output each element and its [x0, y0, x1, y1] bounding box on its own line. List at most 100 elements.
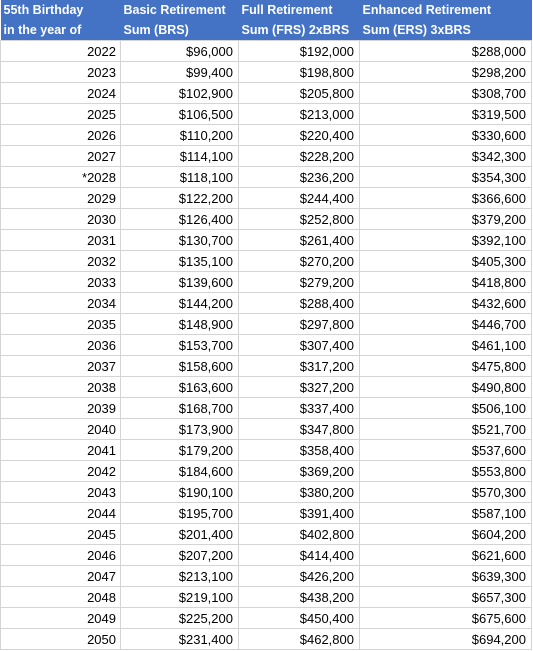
table-row: 2024 $102,900 $205,800 $308,700 — [0, 82, 532, 104]
cell-brs: $135,100 — [120, 250, 239, 272]
table-row: 2043 $190,100 $380,200 $570,300 — [0, 481, 532, 503]
cell-brs: $231,400 — [120, 628, 239, 650]
table-row: 2036 $153,700 $307,400 $461,100 — [0, 334, 532, 356]
cell-ers: $432,600 — [359, 292, 532, 314]
cell-frs: $205,800 — [238, 82, 360, 104]
cell-ers: $506,100 — [359, 397, 532, 419]
cell-frs: $297,800 — [238, 313, 360, 335]
cell-frs: $307,400 — [238, 334, 360, 356]
cell-ers: $366,600 — [359, 187, 532, 209]
cell-frs: $317,200 — [238, 355, 360, 377]
cell-birthday-year: 2029 — [0, 187, 121, 209]
cell-frs: $244,400 — [238, 187, 360, 209]
cell-frs: $192,000 — [238, 40, 360, 62]
cell-frs: $347,800 — [238, 418, 360, 440]
cell-birthday-year: 2036 — [0, 334, 121, 356]
cell-frs: $337,400 — [238, 397, 360, 419]
table-row: 2049 $225,200 $450,400 $675,600 — [0, 607, 532, 629]
cell-birthday-year: 2022 — [0, 40, 121, 62]
cell-frs: $438,200 — [238, 586, 360, 608]
cell-frs: $391,400 — [238, 502, 360, 524]
cell-brs: $190,100 — [120, 481, 239, 503]
cell-frs: $228,200 — [238, 145, 360, 167]
cell-ers: $379,200 — [359, 208, 532, 230]
cell-ers: $308,700 — [359, 82, 532, 104]
cell-frs: $279,200 — [238, 271, 360, 293]
cell-brs: $148,900 — [120, 313, 239, 335]
header-row-2: in the year of Sum (BRS) Sum (FRS) 2xBRS… — [0, 20, 532, 41]
table-body: 2022 $96,000 $192,000 $288,000 2023 $99,400 $1… — [0, 40, 532, 650]
cell-birthday-year: 2045 — [0, 523, 121, 545]
cell-brs: $139,600 — [120, 271, 239, 293]
table-header: 55th Birthday Basic Retirement Full Reti… — [0, 0, 532, 41]
cell-frs: $236,200 — [238, 166, 360, 188]
table-row: 2032 $135,100 $270,200 $405,300 — [0, 250, 532, 272]
table-row: 2027 $114,100 $228,200 $342,300 — [0, 145, 532, 167]
table-row: 2025 $106,500 $213,000 $319,500 — [0, 103, 532, 125]
table-row: 2042 $184,600 $369,200 $553,800 — [0, 460, 532, 482]
cell-birthday-year: 2035 — [0, 313, 121, 335]
table-row: 2035 $148,900 $297,800 $446,700 — [0, 313, 532, 335]
cell-brs: $207,200 — [120, 544, 239, 566]
cell-ers: $298,200 — [359, 61, 532, 83]
cell-ers: $490,800 — [359, 376, 532, 398]
table-row: 2029 $122,200 $244,400 $366,600 — [0, 187, 532, 209]
cell-ers: $475,800 — [359, 355, 532, 377]
cell-brs: $110,200 — [120, 124, 239, 146]
cell-ers: $553,800 — [359, 460, 532, 482]
cell-birthday-year: 2027 — [0, 145, 121, 167]
table-row: 2037 $158,600 $317,200 $475,800 — [0, 355, 532, 377]
cell-ers: $319,500 — [359, 103, 532, 125]
header-frs: Full Retirement — [238, 0, 360, 20]
cell-frs: $414,400 — [238, 544, 360, 566]
table-row: 2039 $168,700 $337,400 $506,100 — [0, 397, 532, 419]
cell-frs: $380,200 — [238, 481, 360, 503]
cell-frs: $213,000 — [238, 103, 360, 125]
cell-birthday-year: 2050 — [0, 628, 121, 650]
cell-brs: $118,100 — [120, 166, 239, 188]
header-ers: Enhanced Retirement — [359, 0, 532, 20]
cell-brs: $184,600 — [120, 460, 239, 482]
cell-brs: $201,400 — [120, 523, 239, 545]
cell-birthday-year: 2042 — [0, 460, 121, 482]
cell-birthday-year: 2039 — [0, 397, 121, 419]
cell-birthday-year: 2025 — [0, 103, 121, 125]
cell-birthday-year: 2030 — [0, 208, 121, 230]
cell-birthday-year: *2028 — [0, 166, 121, 188]
cell-brs: $213,100 — [120, 565, 239, 587]
cell-ers: $694,200 — [359, 628, 532, 650]
cell-birthday-year: 2034 — [0, 292, 121, 314]
header-birthday-year-line2: in the year of — [0, 20, 121, 41]
cell-birthday-year: 2041 — [0, 439, 121, 461]
table-row: 2044 $195,700 $391,400 $587,100 — [0, 502, 532, 524]
table-row: 2030 $126,400 $252,800 $379,200 — [0, 208, 532, 230]
table-row: 2047 $213,100 $426,200 $639,300 — [0, 565, 532, 587]
cell-ers: $288,000 — [359, 40, 532, 62]
cell-brs: $99,400 — [120, 61, 239, 83]
cell-ers: $621,600 — [359, 544, 532, 566]
cell-ers: $354,300 — [359, 166, 532, 188]
header-ers-line2: Sum (ERS) 3xBRS — [359, 20, 532, 41]
cell-frs: $462,800 — [238, 628, 360, 650]
cell-ers: $392,100 — [359, 229, 532, 251]
table-row: 2050 $231,400 $462,800 $694,200 — [0, 628, 532, 650]
cell-brs: $168,700 — [120, 397, 239, 419]
cell-frs: $288,400 — [238, 292, 360, 314]
cell-birthday-year: 2046 — [0, 544, 121, 566]
cell-brs: $173,900 — [120, 418, 239, 440]
cell-ers: $521,700 — [359, 418, 532, 440]
cell-frs: $327,200 — [238, 376, 360, 398]
table-row: 2041 $179,200 $358,400 $537,600 — [0, 439, 532, 461]
cell-brs: $96,000 — [120, 40, 239, 62]
cell-ers: $675,600 — [359, 607, 532, 629]
cell-brs: $153,700 — [120, 334, 239, 356]
cell-ers: $405,300 — [359, 250, 532, 272]
header-row-1: 55th Birthday Basic Retirement Full Reti… — [0, 0, 532, 20]
cell-birthday-year: 2047 — [0, 565, 121, 587]
cell-frs: $220,400 — [238, 124, 360, 146]
cell-ers: $446,700 — [359, 313, 532, 335]
cell-birthday-year: 2049 — [0, 607, 121, 629]
cell-ers: $639,300 — [359, 565, 532, 587]
cell-ers: $330,600 — [359, 124, 532, 146]
